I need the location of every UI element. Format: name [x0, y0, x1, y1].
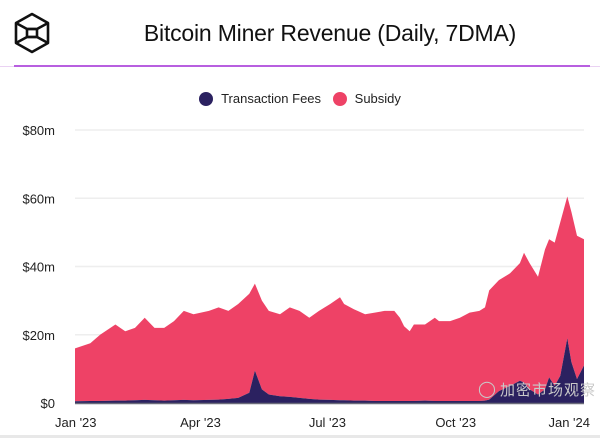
y-tick-label: $80m: [22, 123, 55, 138]
y-tick-label: $20m: [22, 328, 55, 343]
legend-label-transaction-fees: Transaction Fees: [221, 91, 322, 106]
x-tick-label: Jan '24: [548, 415, 590, 430]
y-tick-label: $40m: [22, 260, 55, 275]
page-title: Bitcoin Miner Revenue (Daily, 7DMA): [143, 20, 517, 46]
series-area-transaction-fees: [75, 338, 584, 403]
wechat-icon: ◯: [478, 381, 496, 398]
bottom-border: [0, 435, 600, 438]
watermark: 加密市场观察: [500, 382, 597, 399]
legend: Transaction Fees Subsidy: [0, 91, 600, 109]
legend-label-subsidy: Subsidy: [354, 91, 401, 106]
legend-item-transaction-fees[interactable]: Transaction Fees: [199, 91, 321, 106]
legend-swatch-transaction-fees: [199, 91, 214, 106]
x-tick-label: Jul '23: [309, 415, 346, 430]
x-tick-label: Apr '23: [180, 415, 221, 430]
accent-divider: [14, 65, 590, 67]
legend-item-subsidy[interactable]: Subsidy: [332, 91, 401, 106]
legend-swatch-subsidy: [332, 91, 347, 106]
cube-logo-icon: [14, 12, 50, 54]
y-tick-label: $0: [41, 396, 55, 411]
y-tick-label: $60m: [22, 191, 55, 206]
series-area-subsidy: [75, 196, 584, 402]
x-tick-label: Oct '23: [435, 415, 476, 430]
x-tick-label: Jan '23: [55, 415, 97, 430]
